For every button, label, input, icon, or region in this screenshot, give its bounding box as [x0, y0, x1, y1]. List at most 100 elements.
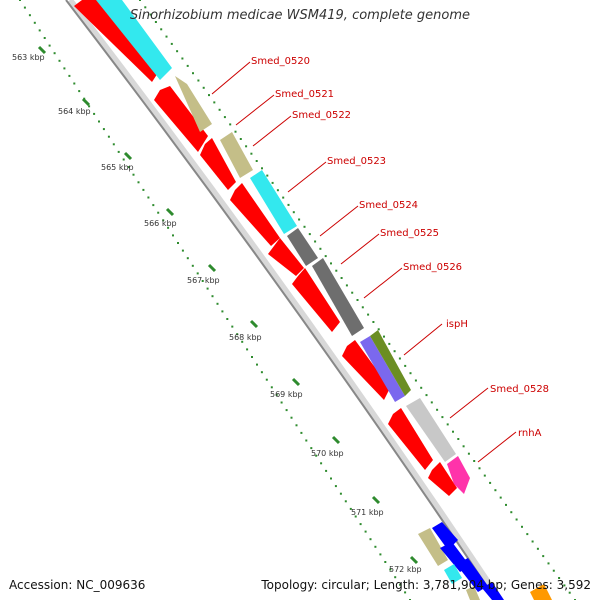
gene-feature[interactable]: [418, 528, 448, 566]
axis-dot: [261, 167, 263, 170]
axis-dot: [558, 577, 561, 579]
axis-dot: [349, 507, 352, 510]
gene-feature[interactable]: [287, 228, 318, 266]
axis-dot: [255, 160, 258, 162]
axis-dot: [414, 379, 417, 382]
gene-feature[interactable]: [466, 586, 480, 600]
axis-dot: [176, 50, 179, 53]
genome-title: Sinorhizobium medicae WSM419, complete g…: [129, 8, 471, 23]
gene-feature[interactable]: [456, 558, 488, 592]
axis-dot: [196, 272, 199, 275]
axis-dot: [404, 364, 407, 367]
gene-feature[interactable]: [175, 76, 212, 132]
gene-feature[interactable]: [342, 340, 390, 400]
gene-label[interactable]: Smed_0526: [403, 262, 462, 273]
axis-dot: [23, 6, 26, 9]
axis-dot: [510, 511, 513, 514]
axis-dot: [144, 6, 147, 9]
axis-dot: [48, 44, 51, 47]
axis-dot: [499, 496, 502, 499]
axis-dot: [384, 561, 387, 563]
gene-feature[interactable]: [74, 0, 165, 82]
axis-dot: [202, 86, 205, 89]
axis-dot: [369, 538, 372, 541]
gene-feature[interactable]: [268, 238, 304, 276]
axis-dot: [436, 408, 439, 411]
gene-label[interactable]: Smed_0521: [275, 89, 334, 100]
axis-dot: [275, 393, 278, 396]
axis-dot: [250, 152, 253, 155]
gene-feature[interactable]: [388, 408, 433, 470]
axis-dot: [457, 438, 460, 440]
axis-dot: [63, 67, 66, 70]
gene-label[interactable]: Smed_0522: [292, 110, 351, 121]
axis-dot: [251, 356, 253, 358]
axis-dot: [526, 533, 529, 536]
tick-label: 565 kbp: [101, 163, 134, 172]
gene-feature[interactable]: [428, 462, 457, 496]
axis-dot: [383, 335, 385, 338]
axis-dot: [33, 21, 36, 24]
axis-dot: [149, 13, 152, 16]
axis-dot: [197, 79, 200, 82]
axis-dot: [157, 211, 160, 214]
gene-label[interactable]: Smed_0524: [359, 200, 418, 211]
axis-dot: [361, 306, 364, 309]
axis-dot: [367, 313, 370, 316]
axis-dot: [372, 321, 375, 323]
gene-label[interactable]: ispH: [446, 319, 468, 330]
forward-strand-features: [96, 0, 552, 600]
axis-dot: [404, 591, 407, 594]
gene-feature[interactable]: [360, 336, 405, 402]
axis-dot: [359, 523, 362, 526]
axis-dot: [19, 0, 21, 1]
gene-feature[interactable]: [370, 330, 411, 396]
major-tick-mark: [207, 263, 217, 273]
axis-dot: [505, 503, 507, 506]
gene-feature[interactable]: [444, 564, 462, 584]
gene-feature[interactable]: [447, 456, 470, 494]
gene-feature[interactable]: [406, 398, 456, 462]
axis-dot: [473, 460, 476, 462]
axis-dot: [246, 348, 249, 351]
axis-dot: [393, 350, 396, 353]
gene-label[interactable]: Smed_0528: [490, 384, 549, 395]
gene-feature[interactable]: [230, 183, 280, 246]
gene-feature[interactable]: [154, 86, 208, 152]
gene-feature[interactable]: [292, 268, 340, 332]
axis-dot: [339, 492, 342, 495]
axis-dot: [354, 515, 357, 518]
axis-dot: [58, 59, 61, 62]
axis-dot: [172, 234, 174, 237]
gene-feature[interactable]: [96, 0, 172, 80]
coordinate-ticks: 563 kbp 564 kbp 565 kbp 566 kbp 567 kbp …: [12, 53, 422, 574]
gene-label[interactable]: Smed_0525: [380, 228, 439, 239]
gene-feature[interactable]: [200, 138, 236, 190]
gene-label[interactable]: Smed_0523: [327, 156, 386, 167]
gene-label[interactable]: Smed_0520: [251, 56, 310, 67]
axis-dot: [285, 409, 288, 412]
axis-dot: [260, 371, 263, 374]
major-tick-mark: [291, 377, 301, 387]
gene-label[interactable]: rnhA: [518, 428, 542, 439]
axis-dot: [226, 318, 229, 320]
axis-dot: [409, 372, 412, 375]
axis-dot: [494, 489, 497, 492]
axis-dot: [231, 325, 234, 328]
gene-feature[interactable]: [250, 170, 297, 234]
gene-feature[interactable]: [220, 132, 253, 178]
gene-feature[interactable]: [312, 258, 364, 336]
gene-feature[interactable]: [530, 584, 552, 600]
axis-dot: [280, 401, 283, 404]
axis-dot: [208, 94, 210, 97]
tick-label: 566 kbp: [144, 219, 177, 228]
axis-dot: [305, 439, 308, 442]
axis-dot: [107, 135, 110, 138]
axis-dot: [218, 108, 221, 111]
axis-dot: [483, 474, 486, 477]
axis-dot: [181, 249, 184, 252]
gene-labels: Smed_0520 Smed_0521 Smed_0522 Smed_0523 …: [211, 56, 549, 463]
axis-dot: [330, 477, 332, 480]
gene-feature[interactable]: [482, 582, 504, 600]
